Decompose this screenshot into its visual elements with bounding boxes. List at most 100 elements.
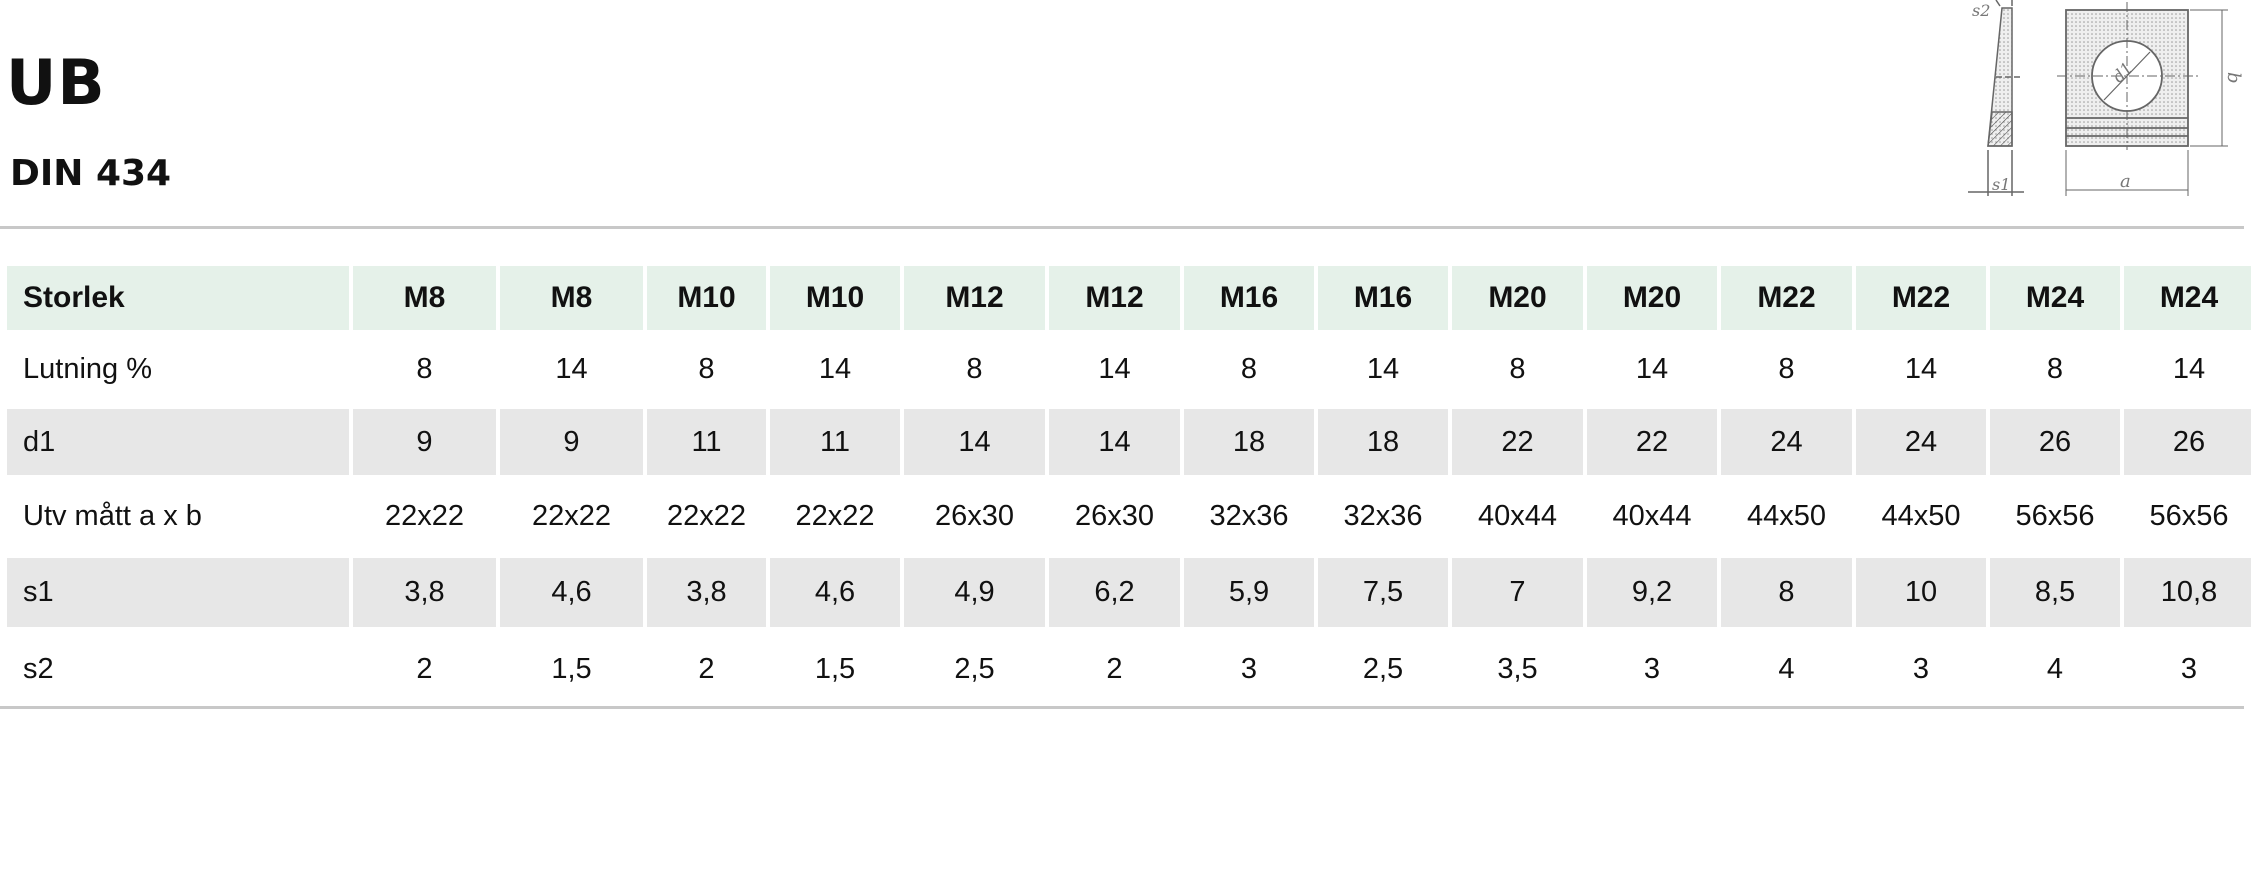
- table-cell: 26x30: [1049, 479, 1180, 554]
- table-cell: 3,5: [1452, 631, 1583, 707]
- size-header-cell: M10: [770, 266, 900, 330]
- size-header-cell: M10: [647, 266, 766, 330]
- table-cell: 22x22: [647, 479, 766, 554]
- row-gap: [7, 627, 2251, 631]
- label-b: b: [2223, 72, 2244, 84]
- table-cell: 11: [647, 409, 766, 475]
- table-cell: 2,5: [904, 631, 1045, 707]
- table-cell: 14: [904, 409, 1045, 475]
- table-cell: 22: [1587, 409, 1717, 475]
- table-cell: 8: [904, 334, 1045, 405]
- size-header-cell: M8: [353, 266, 496, 330]
- row-label: Utv mått a x b: [7, 479, 349, 554]
- table-cell: 8: [353, 334, 496, 405]
- table-cell: 2: [647, 631, 766, 707]
- table-cell: 26: [1990, 409, 2120, 475]
- size-header-cell: M12: [1049, 266, 1180, 330]
- size-header-cell: M16: [1318, 266, 1448, 330]
- size-header-cell: M22: [1856, 266, 1986, 330]
- table-cell: 18: [1318, 409, 1448, 475]
- top-divider: [0, 226, 2244, 229]
- table-cell: 2: [1049, 631, 1180, 707]
- table-cell: 9,2: [1587, 558, 1717, 627]
- table-row: s2 2 1,5 2 1,5 2,5 2 3 2,5 3,5 3 4 3 4 3: [7, 631, 2251, 707]
- bottom-divider: [0, 706, 2244, 709]
- specification-table: Storlek M8 M8 M10 M10 M12 M12 M16 M16 M20 M20 M22 M2…: [3, 266, 2251, 707]
- row-label: s2: [7, 631, 349, 707]
- table-cell: 8: [1990, 334, 2120, 405]
- table-cell: 22x22: [500, 479, 643, 554]
- table-cell: 3: [1587, 631, 1717, 707]
- table-cell: 3,8: [353, 558, 496, 627]
- table-cell: 14: [500, 334, 643, 405]
- table-cell: 7,5: [1318, 558, 1448, 627]
- row-gap: [7, 554, 2251, 558]
- size-header-cell: M16: [1184, 266, 1314, 330]
- table-cell: 2: [353, 631, 496, 707]
- label-s2: s2: [1972, 1, 1990, 20]
- table-cell: 40x44: [1452, 479, 1583, 554]
- table-cell: 14: [1049, 334, 1180, 405]
- table-cell: 56x56: [2124, 479, 2251, 554]
- table-cell: 3: [2124, 631, 2251, 707]
- row-label: s1: [7, 558, 349, 627]
- table-cell: 9: [353, 409, 496, 475]
- table-cell: 3,8: [647, 558, 766, 627]
- table-cell: 4: [1990, 631, 2120, 707]
- table-cell: 10,8: [2124, 558, 2251, 627]
- row-label: d1: [7, 409, 349, 475]
- table-cell: 4,6: [770, 558, 900, 627]
- table-cell: 6,2: [1049, 558, 1180, 627]
- technical-drawing: s2 s1 d1 a b: [1968, 0, 2244, 196]
- table-cell: 44x50: [1721, 479, 1852, 554]
- table-row: Lutning % 8 14 8 14 8 14 8 14 8 14 8 14 8 14: [7, 334, 2251, 405]
- table-row: Utv mått a x b 22x22 22x22 22x22 22x22 26x30 2…: [7, 479, 2251, 554]
- table-cell: 7: [1452, 558, 1583, 627]
- table-cell: 24: [1856, 409, 1986, 475]
- product-title: UB: [6, 46, 106, 119]
- table-header-row: Storlek M8 M8 M10 M10 M12 M12 M16 M16 M20 M20 M22 M2…: [7, 266, 2251, 330]
- table-cell: 22: [1452, 409, 1583, 475]
- size-header-cell: M20: [1587, 266, 1717, 330]
- table-cell: 8,5: [1990, 558, 2120, 627]
- size-header-cell: M22: [1721, 266, 1852, 330]
- table-cell: 11: [770, 409, 900, 475]
- row-label: Lutning %: [7, 334, 349, 405]
- table-cell: 4,9: [904, 558, 1045, 627]
- table-cell: 5,9: [1184, 558, 1314, 627]
- table-cell: 3: [1856, 631, 1986, 707]
- table-cell: 18: [1184, 409, 1314, 475]
- table-cell: 1,5: [770, 631, 900, 707]
- row-gap: [7, 330, 2251, 334]
- size-header-cell: M12: [904, 266, 1045, 330]
- table-cell: 8: [1721, 558, 1852, 627]
- size-header-cell: M24: [1990, 266, 2120, 330]
- table-cell: 14: [1318, 334, 1448, 405]
- row-gap: [7, 475, 2251, 479]
- table-cell: 2,5: [1318, 631, 1448, 707]
- table-cell: 32x36: [1318, 479, 1448, 554]
- table-cell: 14: [770, 334, 900, 405]
- table-cell: 8: [1721, 334, 1852, 405]
- table-cell: 14: [1587, 334, 1717, 405]
- label-s1: s1: [1992, 175, 2010, 194]
- table-cell: 24: [1721, 409, 1852, 475]
- table-cell: 8: [647, 334, 766, 405]
- table-cell: 10: [1856, 558, 1986, 627]
- table-cell: 56x56: [1990, 479, 2120, 554]
- table-cell: 44x50: [1856, 479, 1986, 554]
- table-cell: 26x30: [904, 479, 1045, 554]
- front-view: [2057, 2, 2228, 196]
- row-label: Storlek: [7, 266, 349, 330]
- table-cell: 32x36: [1184, 479, 1314, 554]
- row-gap: [7, 405, 2251, 409]
- table-cell: 14: [1049, 409, 1180, 475]
- table-cell: 26: [2124, 409, 2251, 475]
- table-row: s1 3,8 4,6 3,8 4,6 4,9 6,2 5,9 7,5 7 9,2 8 10 8,5 10,8: [7, 558, 2251, 627]
- table-row: d1 9 9 11 11 14 14 18 18 22 22 24 24 26 26: [7, 409, 2251, 475]
- table-cell: 8: [1184, 334, 1314, 405]
- table-cell: 40x44: [1587, 479, 1717, 554]
- table-cell: 4,6: [500, 558, 643, 627]
- side-view: [1968, 0, 2024, 196]
- table-cell: 14: [2124, 334, 2251, 405]
